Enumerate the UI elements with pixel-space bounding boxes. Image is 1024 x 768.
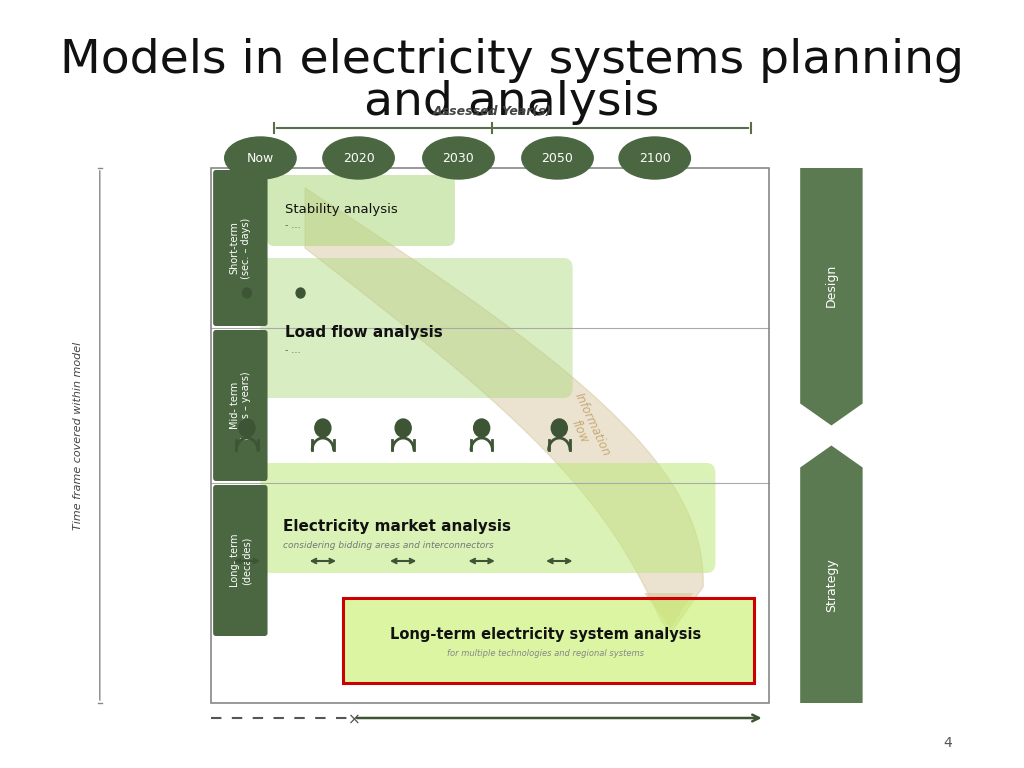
FancyBboxPatch shape [342, 597, 755, 684]
Text: Mid- term
(days – years): Mid- term (days – years) [229, 371, 251, 440]
Text: 2100: 2100 [639, 151, 671, 164]
Text: Models in electricity systems planning: Models in electricity systems planning [60, 38, 964, 83]
Circle shape [474, 419, 489, 437]
FancyBboxPatch shape [260, 258, 572, 398]
Polygon shape [305, 188, 703, 633]
Ellipse shape [522, 137, 593, 179]
Text: Design: Design [825, 264, 838, 307]
Ellipse shape [620, 137, 690, 179]
Text: Electricity market analysis: Electricity market analysis [283, 518, 511, 534]
Text: Information
flow: Information flow [559, 391, 613, 465]
Polygon shape [800, 168, 862, 425]
Text: - ...: - ... [286, 345, 301, 355]
FancyBboxPatch shape [213, 170, 267, 326]
Text: considering bidding areas and interconnectors: considering bidding areas and interconne… [283, 541, 494, 551]
Text: Now: Now [247, 151, 274, 164]
Text: - ...: - ... [286, 220, 301, 230]
Text: 2030: 2030 [442, 151, 474, 164]
Circle shape [239, 419, 255, 437]
Text: Stability analysis: Stability analysis [286, 203, 398, 216]
Circle shape [395, 419, 412, 437]
Bar [343, 598, 754, 683]
Ellipse shape [323, 137, 394, 179]
Text: and analysis: and analysis [365, 80, 659, 125]
Text: Strategy: Strategy [825, 558, 838, 612]
Ellipse shape [224, 137, 296, 179]
Text: Long-term electricity system analysis: Long-term electricity system analysis [390, 627, 701, 643]
Bar [211, 168, 769, 703]
Text: Long- term
(decades): Long- term (decades) [229, 534, 251, 588]
Polygon shape [644, 593, 693, 628]
Polygon shape [800, 445, 862, 703]
Circle shape [314, 419, 331, 437]
Text: 4: 4 [943, 736, 952, 750]
Text: ×: × [348, 713, 360, 727]
FancyBboxPatch shape [266, 175, 455, 246]
Circle shape [243, 288, 252, 298]
Text: Load flow analysis: Load flow analysis [286, 326, 443, 340]
Text: for multiple technologies and regional systems: for multiple technologies and regional s… [447, 648, 644, 657]
Ellipse shape [423, 137, 495, 179]
Text: 2020: 2020 [343, 151, 375, 164]
Text: Time frame covered within model: Time frame covered within model [73, 341, 83, 530]
Text: 2050: 2050 [542, 151, 573, 164]
Circle shape [296, 288, 305, 298]
Circle shape [551, 419, 567, 437]
FancyBboxPatch shape [213, 485, 267, 636]
Text: Short-term
(sec. – days): Short-term (sec. – days) [229, 217, 251, 279]
Text: Assessed Year(s): Assessed Year(s) [433, 105, 552, 118]
FancyBboxPatch shape [213, 330, 267, 481]
FancyBboxPatch shape [260, 463, 716, 573]
